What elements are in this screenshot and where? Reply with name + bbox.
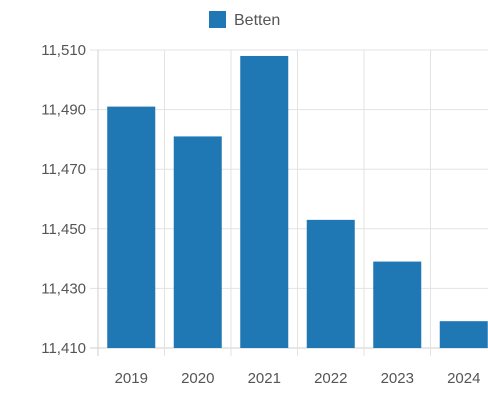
y-tick-label: 11,490 bbox=[41, 102, 86, 119]
y-tick-label: 11,430 bbox=[41, 280, 86, 297]
y-tick-label: 11,410 bbox=[41, 340, 86, 357]
legend[interactable]: Betten bbox=[209, 11, 280, 29]
bar-2023 bbox=[373, 261, 422, 348]
x-tick-label-2022: 2022 bbox=[314, 370, 347, 387]
bar-2019 bbox=[107, 106, 156, 349]
y-tick-label: 11,450 bbox=[41, 221, 86, 238]
x-tick-label-2023: 2023 bbox=[381, 370, 414, 387]
x-tick-label-2019: 2019 bbox=[115, 370, 148, 387]
x-tick-label-2020: 2020 bbox=[181, 370, 214, 387]
legend-swatch-betten bbox=[209, 11, 226, 28]
bar-2024 bbox=[439, 321, 488, 348]
bar-2020 bbox=[173, 136, 222, 348]
x-tick-label-2024: 2024 bbox=[447, 370, 480, 387]
grid bbox=[90, 49, 488, 356]
bar-2021 bbox=[240, 55, 289, 349]
axes: 11,410 11,430 11,450 11,470 11,490 11,510 2019… bbox=[41, 42, 480, 387]
x-tick-label-2021: 2021 bbox=[248, 370, 281, 387]
legend-label-betten: Betten bbox=[234, 12, 280, 29]
y-tick-label: 11,470 bbox=[41, 161, 86, 178]
y-tick-label: 11,510 bbox=[41, 42, 86, 59]
bars bbox=[107, 55, 488, 349]
bar-2022 bbox=[306, 219, 355, 348]
